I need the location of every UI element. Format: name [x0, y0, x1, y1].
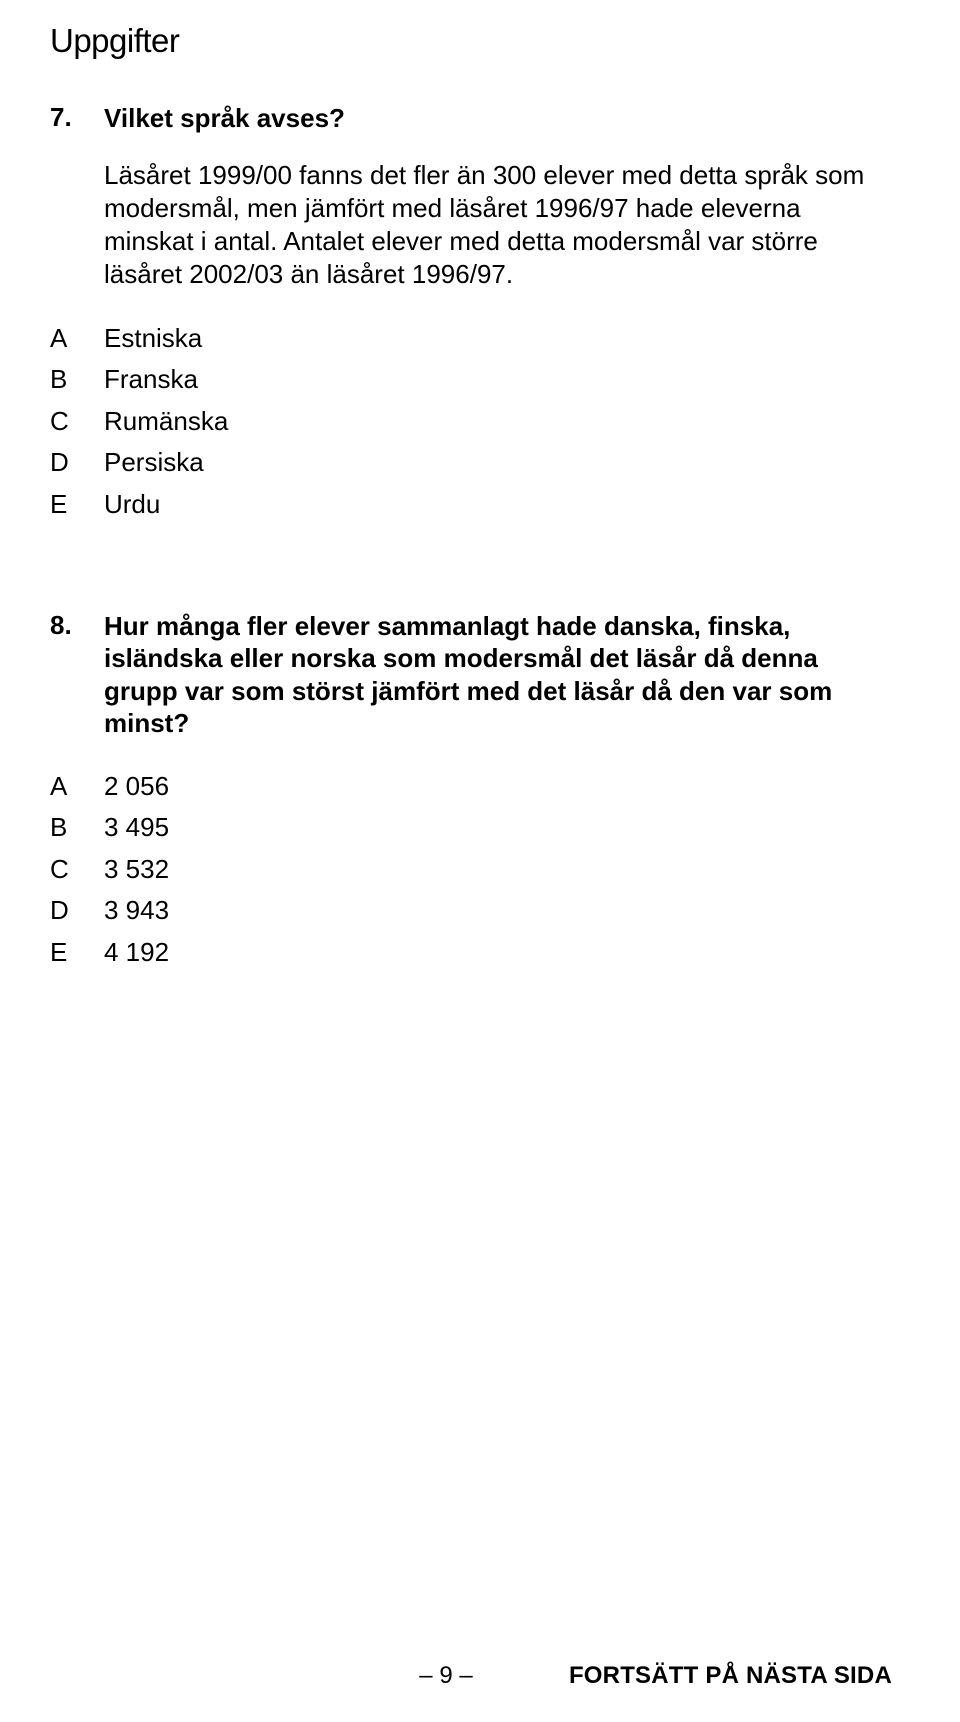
option-row: E Urdu — [50, 484, 892, 526]
page: Uppgifter 7. Vilket språk avses? Läsåret… — [0, 0, 960, 1722]
option-text: 4 192 — [104, 932, 169, 974]
question-8: 8. Hur många fler elever sammanlagt hade… — [50, 610, 892, 974]
option-letter: A — [50, 318, 104, 360]
question-7-body: Läsåret 1999/00 fanns det fler än 300 el… — [104, 159, 892, 292]
option-letter: D — [50, 890, 104, 932]
option-letter: C — [50, 401, 104, 443]
option-row: A Estniska — [50, 318, 892, 360]
option-text: 3 495 — [104, 807, 169, 849]
section-title: Uppgifter — [50, 22, 892, 60]
option-row: B 3 495 — [50, 807, 892, 849]
option-letter: B — [50, 807, 104, 849]
option-row: B Franska — [50, 359, 892, 401]
continue-next-page: FORTSÄTT PÅ NÄSTA SIDA — [569, 1662, 892, 1690]
option-row: C 3 532 — [50, 849, 892, 891]
option-text: Persiska — [104, 442, 204, 484]
option-row: E 4 192 — [50, 932, 892, 974]
option-letter: B — [50, 359, 104, 401]
option-text: 3 943 — [104, 890, 169, 932]
option-letter: E — [50, 932, 104, 974]
question-8-title: Hur många fler elever sammanlagt hade da… — [104, 610, 892, 740]
option-text: Franska — [104, 359, 198, 401]
question-7: 7. Vilket språk avses? Läsåret 1999/00 f… — [50, 102, 892, 526]
question-7-options: A Estniska B Franska C Rumänska D Persis… — [50, 318, 892, 526]
option-row: D 3 943 — [50, 890, 892, 932]
option-letter: D — [50, 442, 104, 484]
option-text: 2 056 — [104, 766, 169, 808]
option-letter: E — [50, 484, 104, 526]
option-row: A 2 056 — [50, 766, 892, 808]
option-text: 3 532 — [104, 849, 169, 891]
option-text: Estniska — [104, 318, 202, 360]
option-text: Urdu — [104, 484, 160, 526]
option-letter: A — [50, 766, 104, 808]
question-8-header: 8. Hur många fler elever sammanlagt hade… — [50, 610, 892, 740]
option-letter: C — [50, 849, 104, 891]
option-row: C Rumänska — [50, 401, 892, 443]
option-row: D Persiska — [50, 442, 892, 484]
question-8-number: 8. — [50, 610, 104, 641]
question-7-title: Vilket språk avses? — [104, 102, 892, 135]
question-8-options: A 2 056 B 3 495 C 3 532 D 3 943 E 4 192 — [50, 766, 892, 974]
question-7-number: 7. — [50, 102, 104, 133]
option-text: Rumänska — [104, 401, 228, 443]
question-7-header: 7. Vilket språk avses? — [50, 102, 892, 135]
